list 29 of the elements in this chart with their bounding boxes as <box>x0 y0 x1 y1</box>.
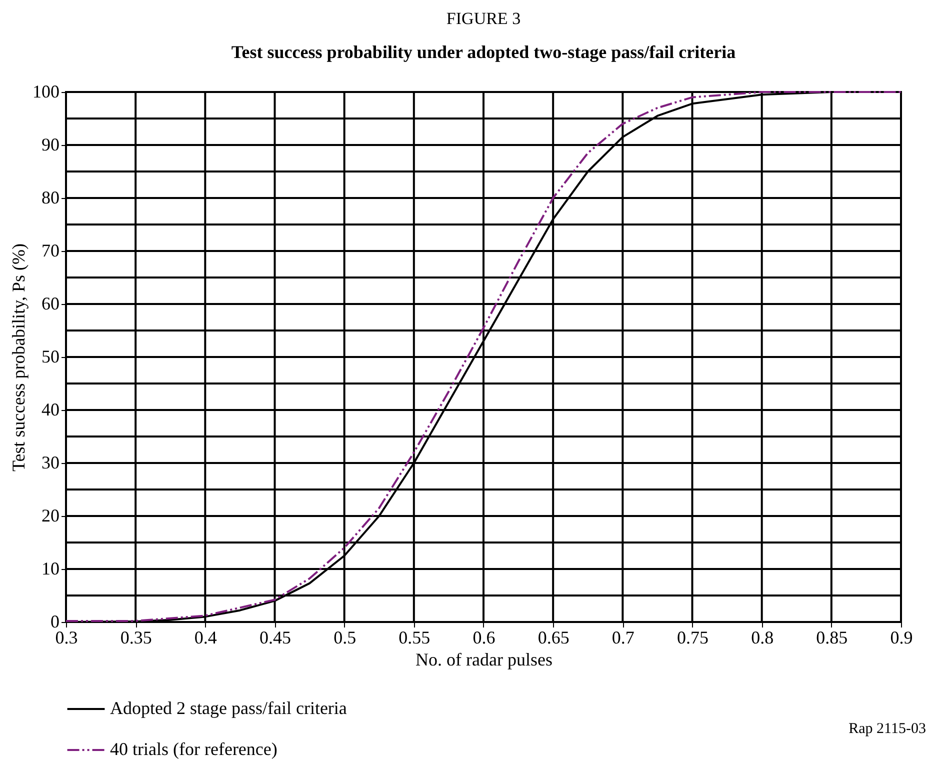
y-tick-label: 50 <box>42 346 60 366</box>
chart-subtitle: Test success probability under adopted two-stage pass/fail criteria <box>231 42 736 62</box>
x-axis-title: No. of radar pulses <box>416 650 552 670</box>
x-tick-label: 0.65 <box>538 628 570 648</box>
x-tick-label: 0.9 <box>890 628 913 648</box>
y-tick-label: 30 <box>42 452 60 472</box>
legend-label: 40 trials (for reference) <box>110 739 278 759</box>
x-tick-label: 0.5 <box>334 628 356 648</box>
chart-title: FIGURE 3 <box>446 9 521 28</box>
x-tick-label: 0.85 <box>816 628 848 648</box>
x-tick-label: 0.8 <box>751 628 774 648</box>
y-tick-label: 90 <box>42 134 60 154</box>
y-tick-label: 100 <box>32 82 60 102</box>
x-tick-label: 0.75 <box>677 628 708 648</box>
y-axis-title: Test success probability, Ps (%) <box>8 243 28 472</box>
y-tick-label: 10 <box>42 558 60 578</box>
y-tick-label: 20 <box>42 506 60 526</box>
y-tick-label: 80 <box>42 188 60 208</box>
x-tick-label: 0.7 <box>612 628 634 648</box>
x-tick-label: 0.55 <box>398 628 430 648</box>
y-tick-label: 40 <box>42 400 60 420</box>
text: Rap 2115-03 <box>848 721 926 738</box>
legend-label: Adopted 2 stage pass/fail criteria <box>110 698 347 718</box>
x-tick-label: 0.4 <box>194 628 217 648</box>
x-tick-label: 0.45 <box>260 628 291 648</box>
x-tick-label: 0.35 <box>120 628 152 648</box>
x-tick-label: 0.6 <box>472 628 496 648</box>
y-tick-label: 70 <box>42 240 60 260</box>
y-tick-label: 60 <box>42 294 60 314</box>
